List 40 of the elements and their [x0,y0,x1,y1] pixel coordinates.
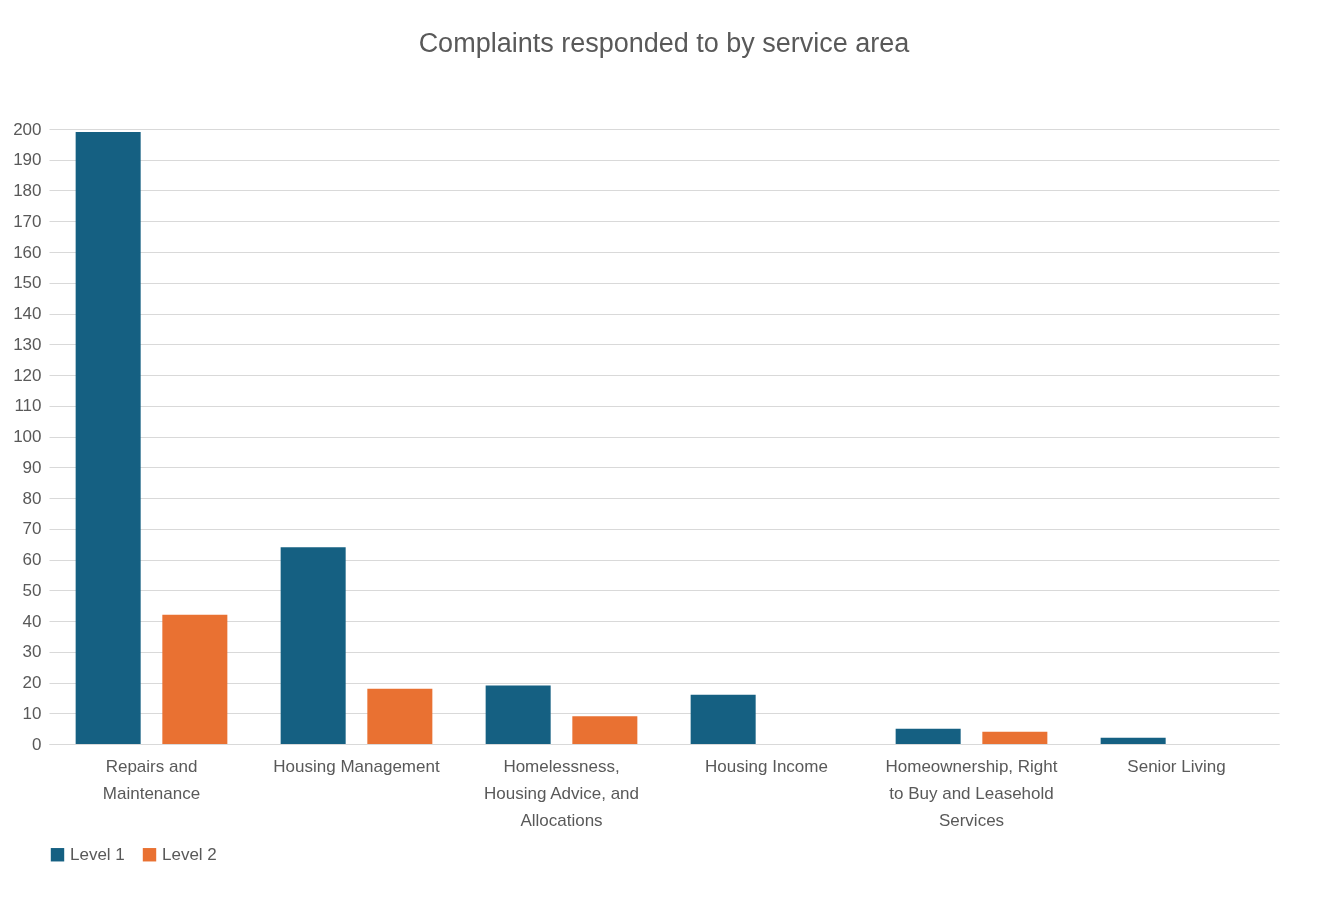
x-tick-label: Housing Management [273,756,440,776]
y-tick-label: 0 [32,734,42,754]
x-tick-label: Housing Income [705,756,828,776]
y-tick-label: 170 [13,211,42,231]
x-tick-label: Homeownership, Right to Buy and Leasehold Services [885,756,1058,830]
bar [75,132,141,744]
y-tick-label: 30 [22,642,42,662]
y-tick-label: 140 [13,304,42,323]
y-tick-label: 50 [22,580,42,600]
bar [162,614,228,744]
bar [485,685,551,744]
x-tick-label: Repairs and Maintenance [102,756,201,803]
y-tick-label: 60 [22,550,42,569]
y-tick-label: 90 [22,457,42,477]
chart-title: Complaints responded to by service area [418,28,911,58]
y-tick-label: 200 [13,119,42,139]
y-tick-label: 20 [22,673,42,692]
x-tick-label: Senior Living [1127,756,1226,776]
y-tick-label: 10 [22,703,42,723]
y-tick-label: 180 [13,181,42,200]
x-tick-label: Homelessness, Housing Advice, and Allocations [484,756,639,830]
y-tick-label: 130 [13,334,42,354]
y-tick-label: 120 [13,365,42,385]
y-tick-label: 150 [13,273,42,293]
bar [982,731,1048,744]
y-tick-label: 160 [13,242,42,262]
legend-label: Level 2 [162,844,217,864]
bar [1100,737,1166,744]
bar [895,728,961,744]
y-tick-label: 110 [14,396,42,416]
y-tick-label: 190 [13,150,42,170]
bar [572,716,638,744]
bar [690,694,756,744]
y-tick-label: 80 [22,488,42,508]
y-tick-label: 40 [22,611,42,631]
y-tick-label: 100 [13,427,42,446]
y-tick-label: 70 [22,519,42,539]
bar [367,688,433,744]
bar [280,547,346,744]
legend-label: Level 1 [70,844,125,864]
